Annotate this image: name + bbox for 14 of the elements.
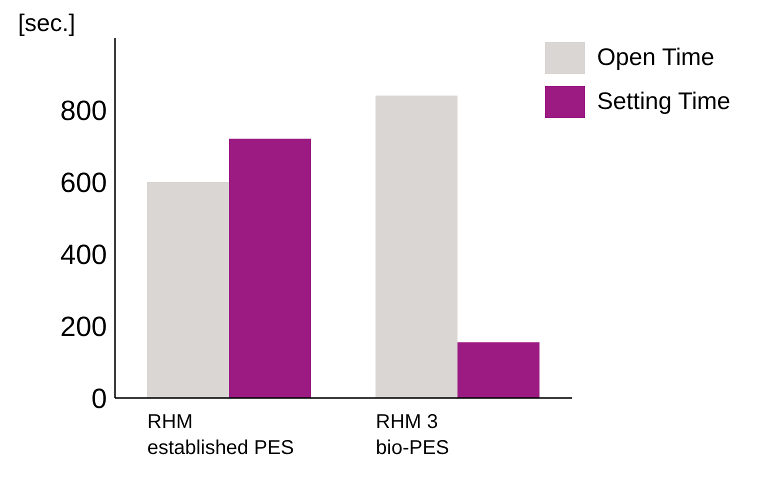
legend-label: Setting Time [597, 88, 730, 116]
y-tick-label: 400 [60, 238, 107, 270]
bar [146, 182, 229, 398]
y-tick-label: 600 [60, 166, 107, 198]
x-tick-label: RHM 3 bio-PES [376, 411, 450, 459]
bar [457, 342, 540, 398]
legend-label: Open Time [597, 44, 714, 72]
y-tick-label: 200 [60, 310, 107, 342]
bar [375, 96, 458, 398]
bar [228, 138, 311, 398]
y-axis-title: [sec.] [18, 10, 76, 38]
y-tick-label: 0 [91, 382, 107, 414]
y-tick-label: 800 [60, 94, 107, 126]
x-tick-label: RHM established PES [147, 411, 294, 459]
